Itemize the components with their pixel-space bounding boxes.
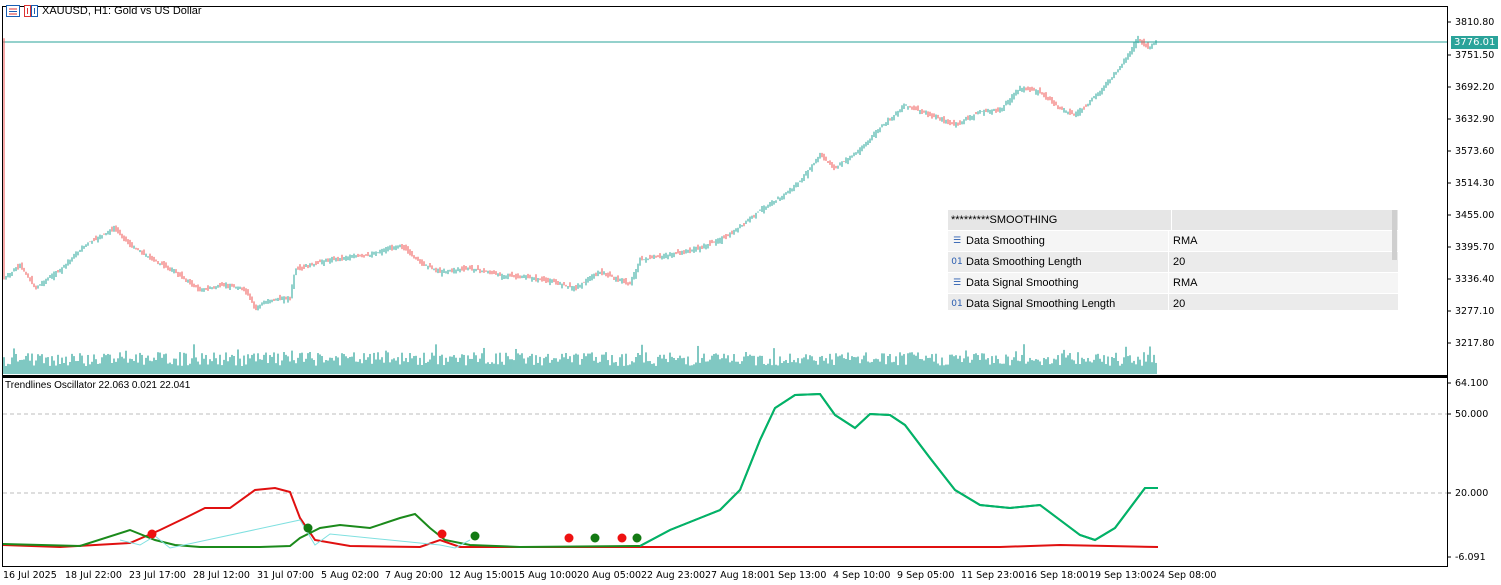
list-icon: ☰ <box>952 236 962 246</box>
time-axis-label: 24 Sep 08:00 <box>1153 570 1217 581</box>
oscillator-title: Trendlines Oscillator 22.063 0.021 22.04… <box>5 380 191 391</box>
time-axis-label: 23 Jul 17:00 <box>129 570 186 581</box>
property-row-data-smoothing-length[interactable]: 01 Data Smoothing Length 20 <box>948 252 1398 273</box>
numeric-icon: 01 <box>951 257 963 267</box>
osc-axis-label: 50.000 <box>1455 409 1489 420</box>
price-axis-label: 3632.90 <box>1455 114 1495 125</box>
time-axis-label: 11 Sep 23:00 <box>961 570 1025 581</box>
price-axis-label: 3514.30 <box>1455 178 1495 189</box>
sell-signal-dot <box>147 529 157 539</box>
time-axis-label: 16 Jul 2025 <box>3 570 57 581</box>
property-row-data-signal-smoothing-length[interactable]: 01 Data Signal Smoothing Length 20 <box>948 294 1398 310</box>
time-axis-label: 4 Sep 10:00 <box>833 570 891 581</box>
price-axis-label: 3395.70 <box>1455 242 1495 253</box>
symbol-header: XAUUSD, H1: Gold vs US Dollar <box>6 5 202 17</box>
price-axis-label: 3692.20 <box>1455 82 1495 93</box>
time-axis-label: 18 Jul 22:00 <box>65 570 122 581</box>
price-axis-label: 3455.00 <box>1455 210 1495 221</box>
buy-signal-dot <box>632 533 642 543</box>
property-label: Data Smoothing Length <box>966 256 1082 268</box>
price-axis-label: 3751.50 <box>1455 50 1495 61</box>
time-axis-label: 28 Jul 12:00 <box>193 570 250 581</box>
oscillator-red-line <box>2 486 1159 549</box>
price-axis-label: 3336.40 <box>1455 274 1495 285</box>
time-axis-label: 1 Sep 13:00 <box>769 570 827 581</box>
buy-signal-dot <box>470 531 480 541</box>
property-value[interactable]: 20 <box>1173 256 1186 268</box>
property-row-data-signal-smoothing[interactable]: ☰ Data Signal Smoothing RMA <box>948 273 1398 294</box>
property-value[interactable]: RMA <box>1173 235 1198 247</box>
price-pane-frame <box>2 6 1448 376</box>
price-axis-label: 3573.60 <box>1455 146 1495 157</box>
property-label: Data Smoothing <box>966 235 1045 247</box>
property-value[interactable]: 20 <box>1173 298 1186 310</box>
chart-list-icon[interactable] <box>6 5 20 17</box>
properties-header-row: *********SMOOTHING <box>948 210 1398 231</box>
numeric-icon: 01 <box>951 299 963 309</box>
time-axis-label: 27 Aug 18:00 <box>705 570 770 581</box>
indicator-properties-table[interactable]: *********SMOOTHING ☰ Data Smoothing RMA 0… <box>948 210 1398 310</box>
time-axis-label: 12 Aug 15:00 <box>449 570 514 581</box>
sell-signal-dot <box>564 533 574 543</box>
buy-signal-dot <box>590 533 600 543</box>
oscillator-pane-frame <box>2 377 1448 567</box>
properties-header: *********SMOOTHING <box>948 210 1172 230</box>
osc-axis-label: -6.091 <box>1455 552 1486 563</box>
price-axis-label: 3217.80 <box>1455 338 1495 349</box>
property-label: Data Signal Smoothing Length <box>966 298 1116 310</box>
osc-axis-label: 64.100 <box>1455 378 1489 389</box>
time-axis-label: 16 Sep 18:00 <box>1025 570 1089 581</box>
buy-signal-dot <box>303 523 313 533</box>
time-axis-label: 22 Aug 23:00 <box>641 570 706 581</box>
symbol-title: XAUUSD, H1: Gold vs US Dollar <box>42 5 202 17</box>
properties-scrollbar[interactable] <box>1392 210 1397 260</box>
time-axis-label: 20 Aug 05:00 <box>577 570 642 581</box>
symbol-icon[interactable] <box>24 5 38 17</box>
osc-axis-label: 20.000 <box>1455 488 1489 499</box>
property-value[interactable]: RMA <box>1173 277 1198 289</box>
time-axis-label: 5 Aug 02:00 <box>321 570 380 581</box>
property-label: Data Signal Smoothing <box>966 277 1079 289</box>
oscillator-cyan-line <box>119 519 471 549</box>
time-axis-label: 15 Aug 10:00 <box>513 570 578 581</box>
time-axis-label: 19 Sep 13:00 <box>1089 570 1153 581</box>
oscillator-bull-line <box>639 392 1158 547</box>
list-icon: ☰ <box>952 278 962 288</box>
sell-signal-dot <box>437 529 447 539</box>
time-axis-label: 31 Jul 07:00 <box>257 570 314 581</box>
oscillator-green-line <box>2 392 1158 549</box>
price-axis-label: 3277.10 <box>1455 306 1495 317</box>
price-axis-label: 3810.80 <box>1455 17 1495 28</box>
sell-signal-dot <box>617 533 627 543</box>
time-axis-label: 9 Sep 05:00 <box>897 570 955 581</box>
time-axis-label: 7 Aug 20:00 <box>385 570 444 581</box>
current-price-tag: 3776.01 <box>1451 36 1499 49</box>
property-row-data-smoothing[interactable]: ☰ Data Smoothing RMA <box>948 231 1398 252</box>
